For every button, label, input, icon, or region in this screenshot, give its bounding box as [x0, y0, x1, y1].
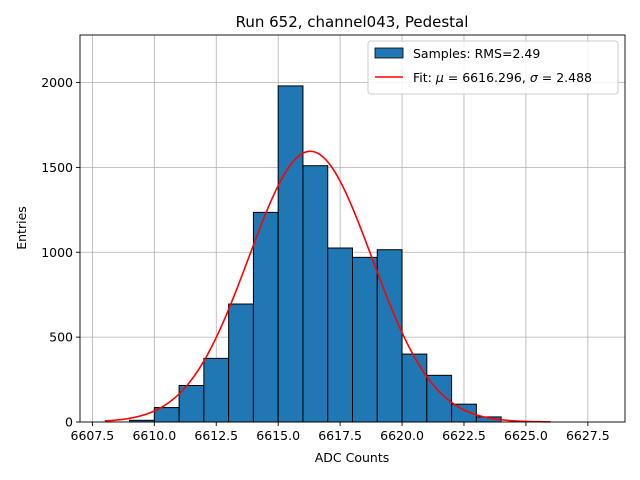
x-axis-title: ADC Counts: [315, 450, 390, 465]
x-tick-label-0: 6607.5: [71, 428, 115, 443]
legend-box: [367, 40, 619, 95]
x-tick-label-7: 6625.0: [504, 428, 548, 443]
legend-fit-mu: 6616.296: [462, 70, 522, 85]
histogram-bar-11: [401, 353, 428, 423]
y-tick-label-4: 2000: [41, 75, 73, 90]
histogram-bar-2: [178, 385, 205, 423]
histogram-bar-7: [302, 165, 329, 423]
histogram-bar-5: [252, 211, 279, 423]
legend-fit-sigma: 2.488: [556, 70, 592, 85]
histogram-bar-9: [352, 256, 378, 423]
y-tick-label-1: 500: [49, 330, 73, 345]
legend-swatch-samples: [374, 47, 404, 59]
legend-label-samples: Samples: RMS=2.49: [413, 46, 540, 61]
y-tick-label-3: 1500: [41, 160, 73, 175]
plot-frame: [79, 34, 626, 423]
x-tick-label-5: 6620.0: [380, 428, 424, 443]
histogram-bar-3: [203, 357, 230, 423]
x-tick-label-4: 6617.5: [318, 428, 362, 443]
y-tick-label-2: 1000: [41, 245, 73, 260]
histogram-bar-10: [376, 249, 403, 423]
histogram-bar-8: [327, 247, 353, 423]
x-tick-label-1: 6610.0: [132, 428, 176, 443]
legend-label-fit: Fit: μ = 6616.296, σ = 2.488: [413, 70, 592, 85]
histogram-bar-6: [277, 85, 304, 423]
fit-curve: [104, 150, 551, 423]
x-tick-label-2: 6612.5: [194, 428, 238, 443]
legend: Samples: RMS=2.49 Fit: μ = 6616.296, σ =…: [367, 40, 619, 95]
y-tick-label-0: 0: [65, 415, 73, 430]
x-axis-ticks: 6607.5 6610.0 6612.5 6615.0 6617.5 6620.0 6622…: [71, 422, 610, 443]
x-tick-label-3: 6615.0: [256, 428, 300, 443]
legend-fit-prefix: Fit:: [413, 70, 436, 85]
x-tick-label-8: 6627.5: [566, 428, 610, 443]
histogram-bar-4: [228, 303, 254, 423]
y-axis-ticks: 0 500 1000 1500 2000: [41, 75, 80, 430]
chart-title: Run 652, channel043, Pedestal: [236, 13, 469, 31]
y-axis-title: Entries: [14, 206, 29, 250]
x-tick-label-6: 6622.5: [442, 428, 486, 443]
